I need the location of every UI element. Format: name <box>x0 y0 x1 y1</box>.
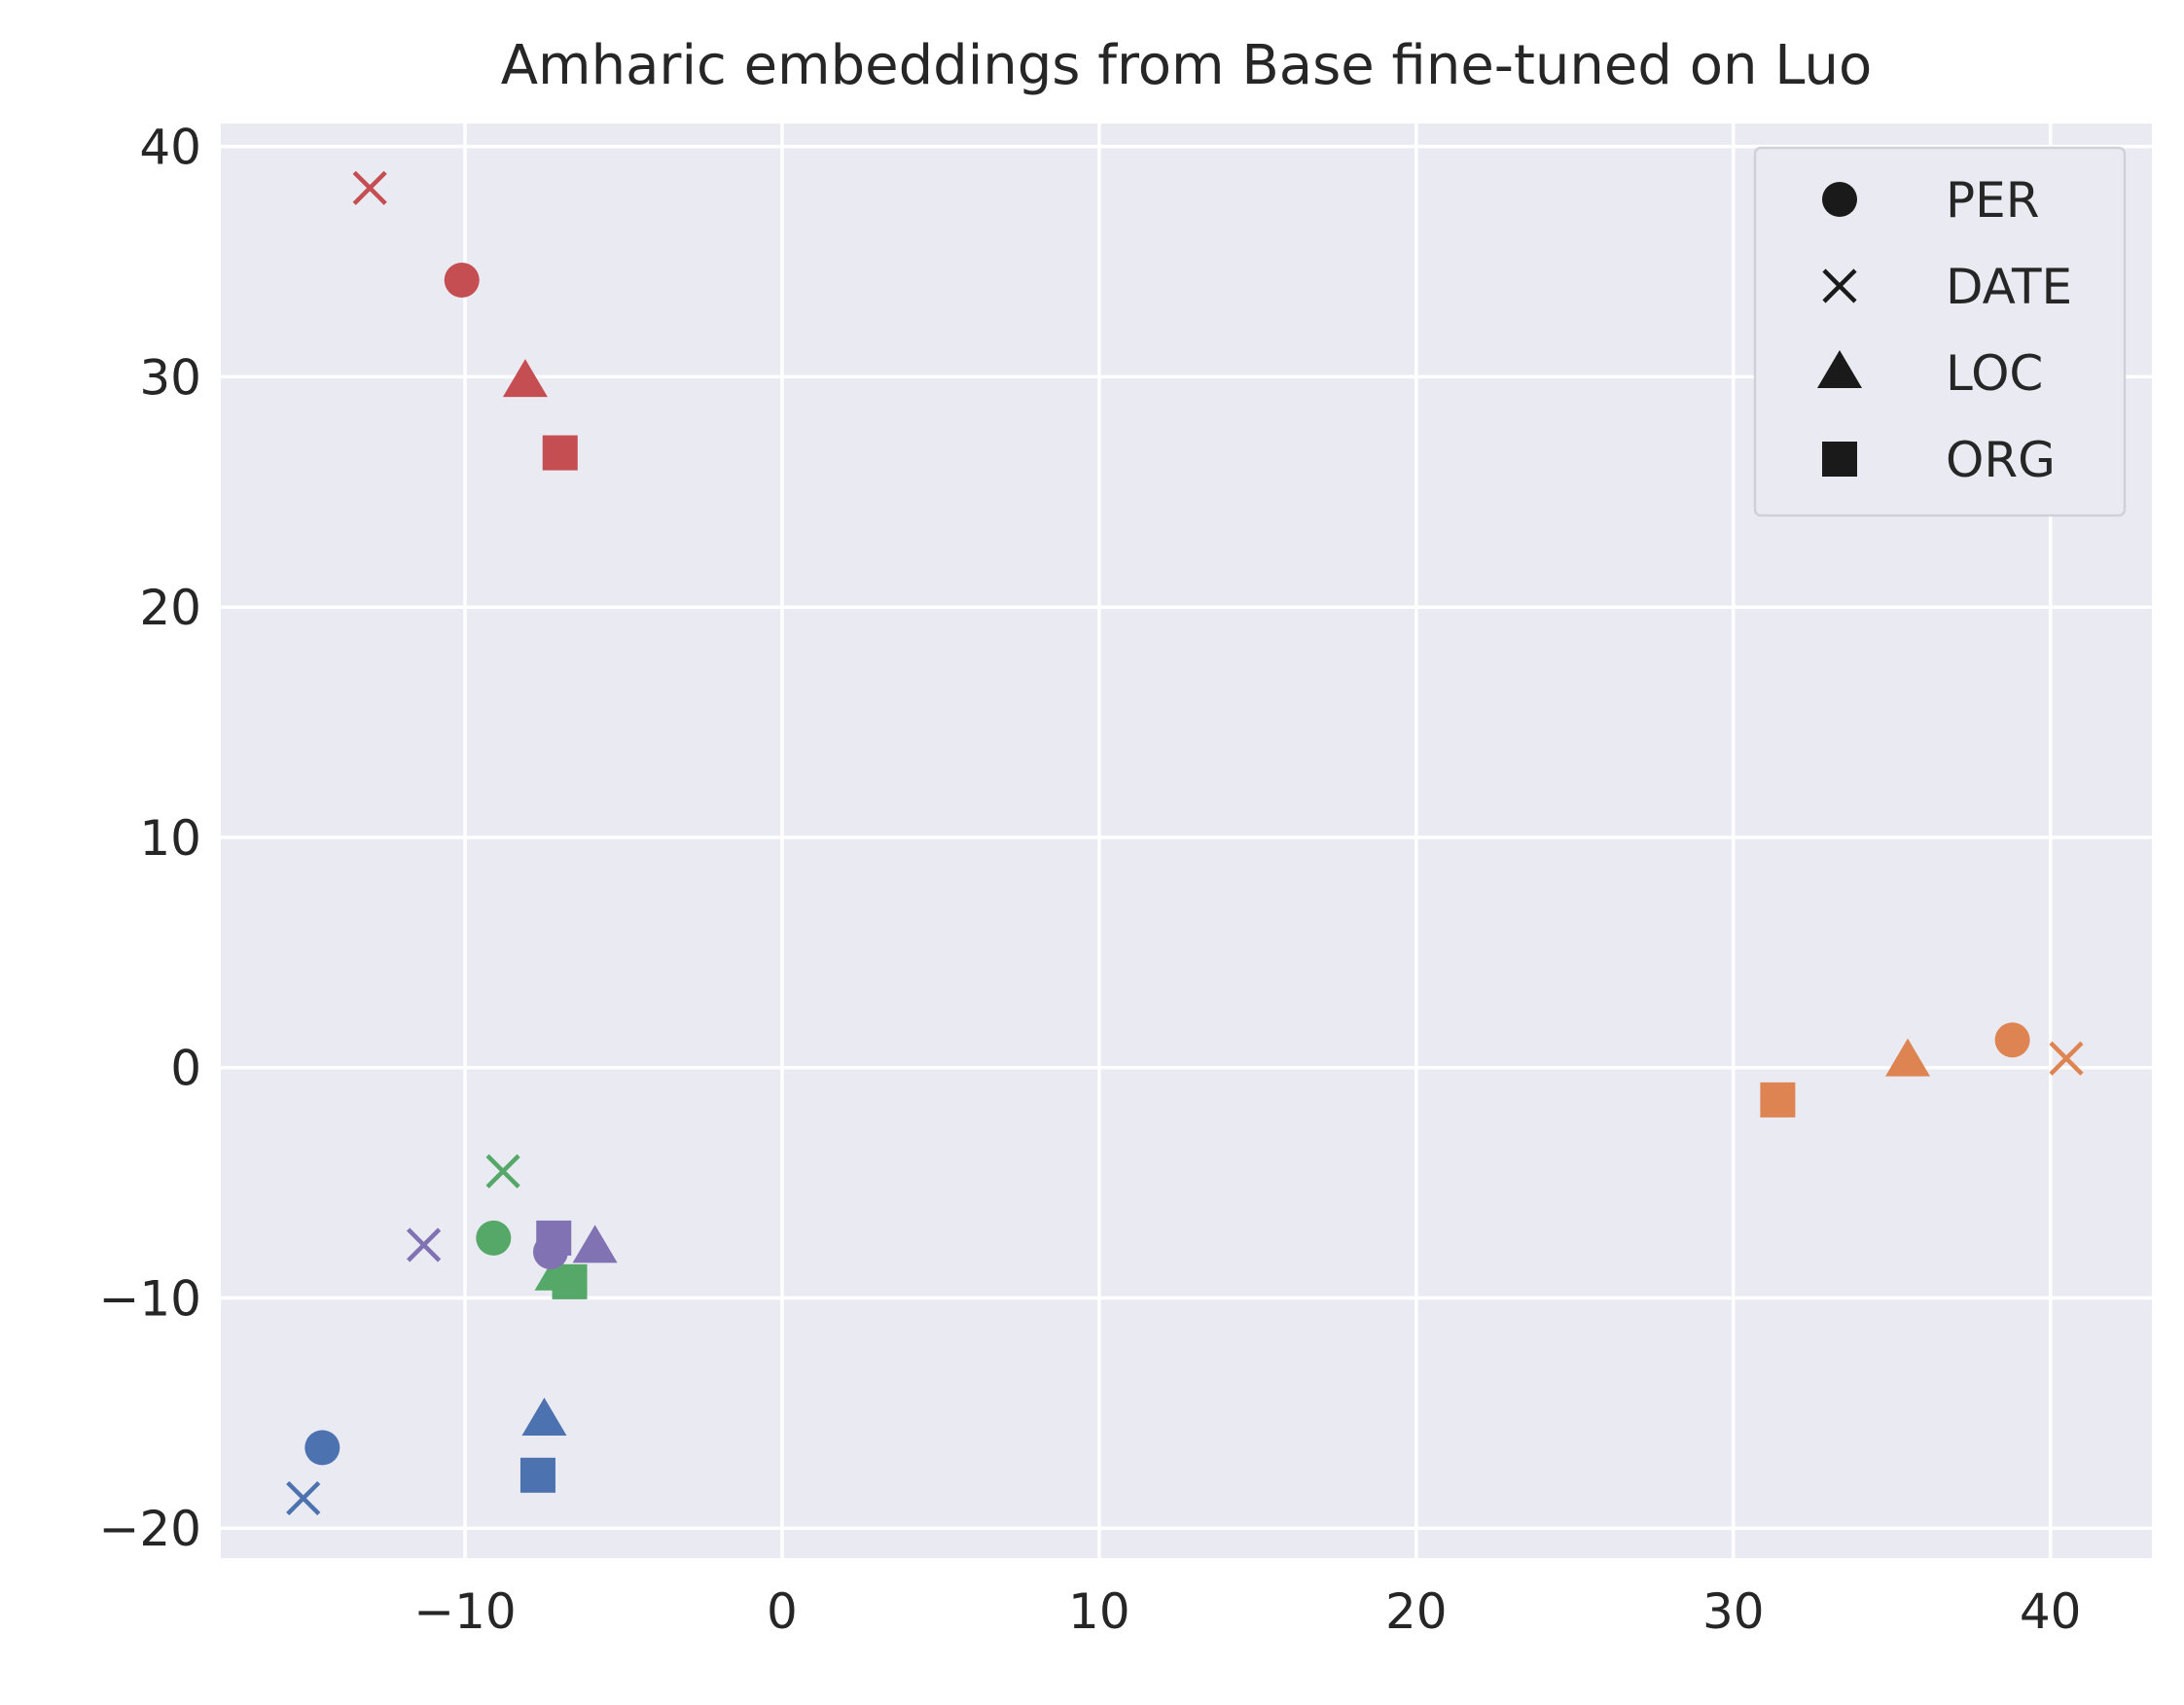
legend-label: LOC <box>1946 345 2043 402</box>
data-point-x <box>407 1227 442 1262</box>
data-point-circle <box>304 1430 340 1466</box>
data-point-x <box>485 1154 520 1189</box>
y-tick-label: 0 <box>170 1041 201 1097</box>
y-tick-label: −20 <box>98 1501 201 1557</box>
data-point-square <box>1760 1082 1796 1118</box>
legend-label: ORG <box>1946 432 2056 488</box>
data-point-triangle <box>521 1397 567 1436</box>
data-point-triangle <box>502 359 548 398</box>
data-point-square <box>536 1220 572 1256</box>
grid-lines <box>221 124 2152 1558</box>
y-axis-ticks: −20 −10 0 10 20 30 40 <box>98 120 201 1558</box>
chart-title: Amharic embeddings from Base fine-tuned … <box>501 34 1873 97</box>
y-tick-label: 20 <box>139 580 201 636</box>
x-tick-label: 10 <box>1068 1583 1130 1640</box>
data-point-square <box>552 1263 588 1299</box>
data-point-square <box>519 1457 555 1493</box>
x-tick-label: −10 <box>413 1583 517 1640</box>
y-tick-label: −10 <box>98 1270 201 1327</box>
legend-label: DATE <box>1946 259 2072 315</box>
x-tick-label: 30 <box>1702 1583 1765 1640</box>
legend-marker-x <box>1822 268 1857 303</box>
legend-label: PER <box>1946 172 2039 229</box>
data-point-square <box>542 435 578 471</box>
data-point-circle <box>444 262 480 298</box>
data-points <box>286 170 2084 1516</box>
y-tick-label: 10 <box>139 810 201 867</box>
data-point-x <box>2049 1041 2084 1076</box>
legend-box <box>1753 146 2127 517</box>
legend-marker-triangle <box>1817 350 1862 388</box>
x-tick-label: 0 <box>767 1583 798 1640</box>
data-point-x <box>286 1480 321 1516</box>
y-tick-label: 30 <box>139 349 201 406</box>
y-tick-label: 40 <box>139 120 201 176</box>
x-tick-label: 40 <box>2020 1583 2082 1640</box>
data-point-circle <box>1994 1022 2030 1058</box>
data-point-x <box>352 170 387 205</box>
data-point-triangle <box>1885 1038 1931 1077</box>
legend-marker-square <box>1822 442 1857 477</box>
data-point-triangle <box>572 1225 618 1263</box>
legend: PER DATE LOC ORG <box>1753 146 2127 517</box>
x-axis-ticks: −10 0 10 20 30 40 <box>413 1583 2081 1640</box>
legend-marker-circle <box>1822 182 1857 217</box>
data-point-circle <box>476 1220 512 1256</box>
x-tick-label: 20 <box>1385 1583 1448 1640</box>
